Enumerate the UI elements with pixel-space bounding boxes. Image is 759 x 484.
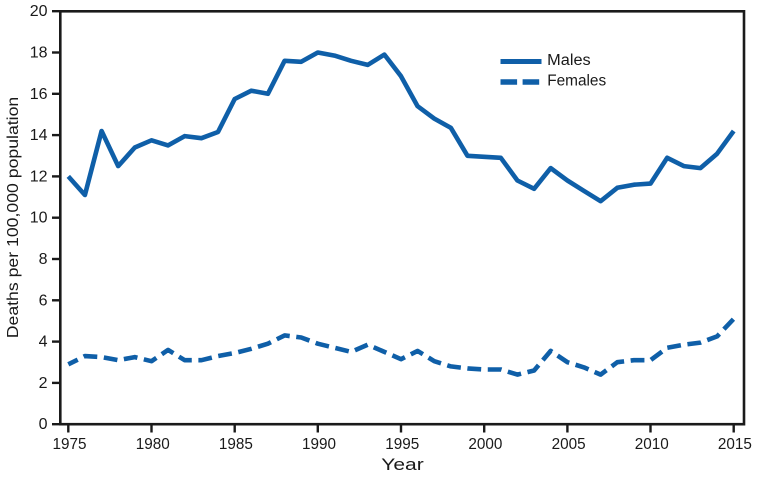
svg-text:2015: 2015 — [718, 436, 752, 453]
svg-text:2: 2 — [39, 375, 48, 392]
svg-text:12: 12 — [30, 168, 48, 185]
svg-text:2010: 2010 — [635, 436, 669, 453]
svg-text:18: 18 — [30, 45, 48, 62]
svg-text:1990: 1990 — [302, 436, 336, 453]
svg-text:1975: 1975 — [53, 436, 87, 453]
svg-text:8: 8 — [39, 251, 48, 268]
svg-text:1995: 1995 — [385, 436, 419, 453]
svg-text:Males: Males — [547, 52, 591, 69]
svg-text:2000: 2000 — [468, 436, 502, 453]
svg-text:6: 6 — [39, 292, 48, 309]
svg-text:14: 14 — [30, 127, 48, 144]
svg-text:20: 20 — [30, 3, 48, 20]
svg-text:16: 16 — [30, 86, 48, 103]
svg-text:2005: 2005 — [552, 436, 586, 453]
svg-text:Females: Females — [547, 73, 606, 90]
svg-text:Year: Year — [381, 455, 424, 474]
svg-text:0: 0 — [39, 416, 48, 433]
svg-text:4: 4 — [39, 334, 48, 351]
svg-text:1980: 1980 — [136, 436, 170, 453]
svg-text:Deaths per 100,000 population: Deaths per 100,000 population — [5, 97, 22, 339]
svg-text:1985: 1985 — [219, 436, 253, 453]
svg-text:10: 10 — [30, 210, 48, 227]
